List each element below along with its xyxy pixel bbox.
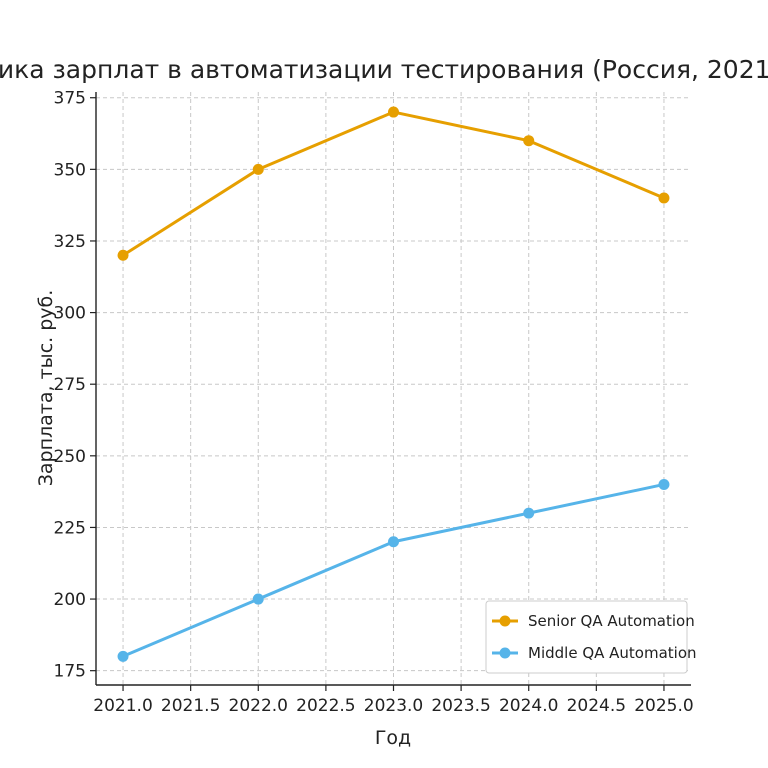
legend-marker [499, 647, 511, 659]
data-point [523, 507, 535, 519]
series-layer [117, 106, 670, 662]
data-point [117, 249, 129, 261]
data-point [252, 163, 264, 175]
chart-title: Динамика зарплат в автоматизации тестиро… [0, 55, 768, 84]
x-tick-label: 2022.0 [229, 696, 288, 716]
data-point [523, 135, 535, 147]
y-tick-label: 375 [54, 89, 86, 109]
x-tick-label: 2021.5 [161, 696, 220, 716]
data-point [117, 650, 129, 662]
y-tick-label: 325 [54, 232, 86, 252]
x-tick-label: 2021.0 [93, 696, 152, 716]
data-point [658, 192, 670, 204]
legend-box [485, 600, 688, 674]
data-point [388, 536, 399, 548]
series-1 [117, 478, 670, 662]
data-point [252, 593, 264, 605]
y-ticks: 175 200 225 250 275 300 325 350 375 [54, 89, 96, 682]
y-tick-label: 275 [54, 375, 86, 395]
x-tick-label: 2022.5 [296, 696, 355, 716]
x-tick-label: 2025.0 [634, 696, 693, 716]
x-axis-title: Год [375, 727, 411, 749]
y-axis-title: Зарплата, тыс. руб. [35, 290, 57, 487]
y-tick-label: 200 [54, 590, 86, 610]
legend-label: Middle QA Automation [528, 644, 697, 662]
legend-label: Senior QA Automation [528, 612, 695, 630]
legend-marker [499, 615, 511, 627]
x-ticks: 2021.0 2021.5 2022.0 2022.5 2023.0 2023.5 2024… [93, 685, 694, 716]
x-tick-label: 2023.0 [364, 696, 423, 716]
x-tick-label: 2024.5 [567, 696, 626, 716]
y-tick-label: 350 [54, 160, 86, 180]
series-0 [117, 106, 670, 261]
x-tick-label: 2023.5 [431, 696, 490, 716]
data-point [658, 478, 670, 490]
data-point [388, 106, 399, 118]
y-tick-label: 300 [54, 304, 86, 324]
grid-lines [96, 92, 691, 685]
y-tick-label: 225 [54, 518, 86, 538]
y-tick-label: 175 [54, 662, 86, 682]
x-tick-label: 2024.0 [499, 696, 558, 716]
y-tick-label: 250 [54, 447, 86, 467]
legend: Senior QA Automation Middle QA Automation [485, 600, 697, 674]
